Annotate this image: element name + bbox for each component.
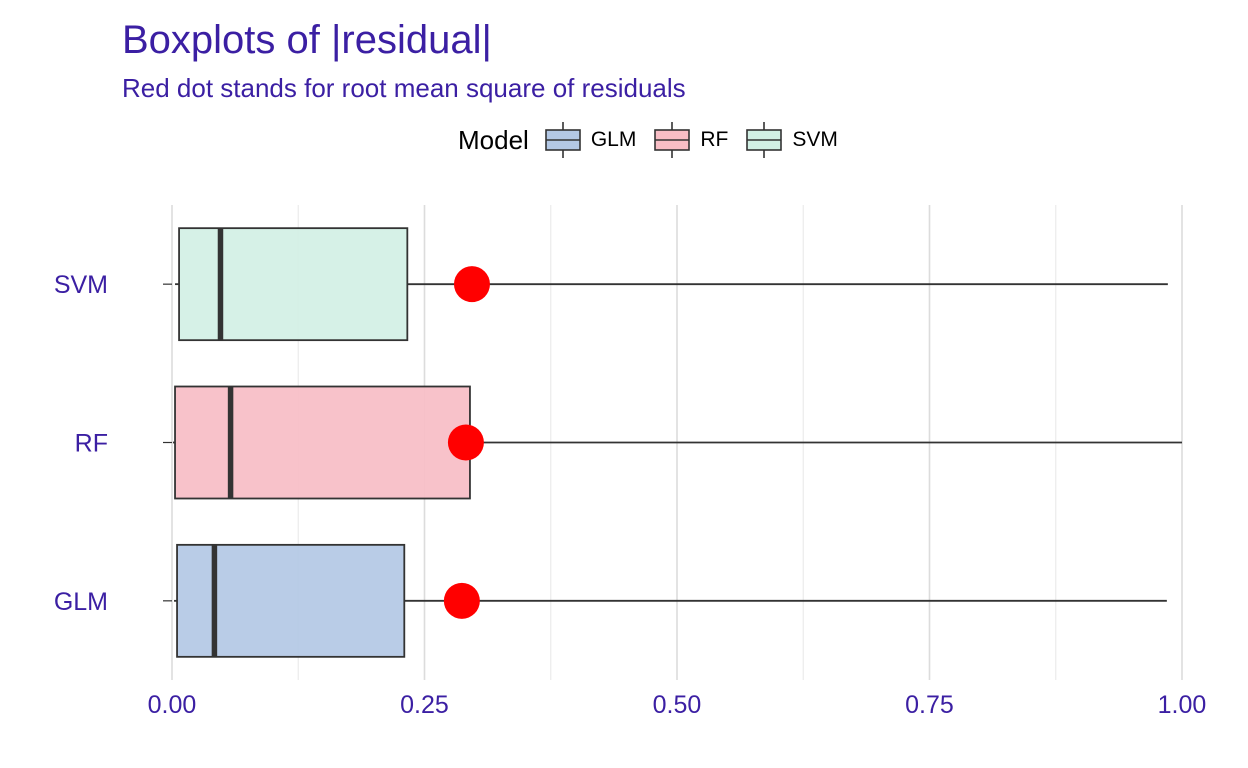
legend-label-glm: GLM bbox=[590, 128, 637, 151]
rmse-dot-svm bbox=[453, 266, 490, 303]
y-tick-label-glm: GLM bbox=[54, 588, 108, 616]
y-tick-label-svm: SVM bbox=[54, 271, 108, 299]
chart-subtitle: Red dot stands for root mean square of r… bbox=[122, 73, 686, 103]
box-rf bbox=[174, 385, 471, 500]
legend-item-glm: GLM bbox=[543, 122, 637, 158]
x-tick-label: 0.75 bbox=[905, 691, 954, 719]
boxplot-glm bbox=[174, 543, 1167, 658]
legend-item-rf: RF bbox=[652, 122, 728, 158]
rmse-dot-rf bbox=[447, 424, 484, 461]
legend-key-rf bbox=[654, 122, 691, 158]
rmse-dot-glm bbox=[443, 582, 480, 619]
x-tick-label: 0.25 bbox=[400, 691, 449, 719]
boxplot-rf bbox=[173, 385, 1182, 500]
x-tick-label: 0.00 bbox=[148, 691, 197, 719]
legend-item-svm: SVM bbox=[744, 122, 838, 158]
boxplot-svm bbox=[175, 227, 1168, 342]
x-tick-label: 0.50 bbox=[653, 691, 702, 719]
legend-label-rf: RF bbox=[700, 128, 729, 151]
legend-label-svm: SVM bbox=[792, 128, 838, 151]
box-svm bbox=[178, 227, 409, 342]
legend-key-glm bbox=[545, 122, 581, 158]
y-tick-label-rf: RF bbox=[75, 430, 108, 458]
x-tick-label: 1.00 bbox=[1158, 691, 1207, 719]
legend: Model GLM RF SVM bbox=[458, 122, 854, 158]
legend-key-svm bbox=[746, 122, 783, 158]
legend-title: Model bbox=[458, 124, 529, 155]
chart-title: Boxplots of |residual| bbox=[122, 18, 492, 62]
box-glm bbox=[176, 543, 406, 658]
